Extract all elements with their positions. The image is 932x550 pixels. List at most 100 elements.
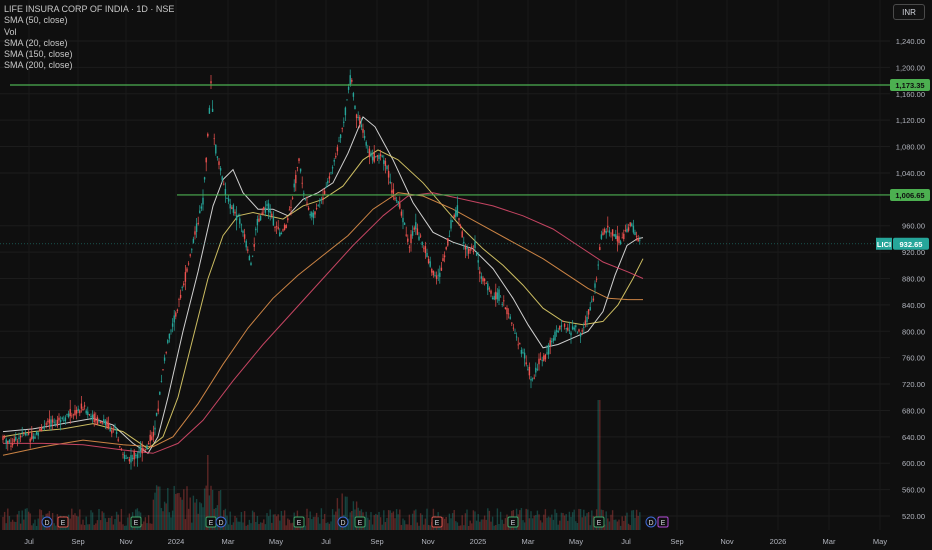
volume-bar (154, 492, 156, 530)
candle-body (378, 155, 380, 160)
volume-bar (239, 521, 241, 530)
volume-bar (243, 511, 246, 530)
volume-bar (573, 509, 575, 530)
candle-body (509, 316, 511, 319)
candle-body (520, 349, 523, 354)
candle-body (386, 165, 388, 170)
volume-bar (458, 525, 460, 530)
volume-bar (333, 514, 335, 530)
candle-body (24, 433, 27, 435)
volume-bar (203, 488, 206, 530)
volume-bar (288, 519, 291, 530)
candle-body (555, 330, 558, 332)
candle-body (179, 294, 182, 298)
candle-body (314, 211, 316, 215)
candle-body (504, 307, 507, 310)
event-marker-label: E (297, 520, 302, 527)
x-tick-label: Mar (522, 537, 535, 546)
event-marker-label: E (134, 520, 139, 527)
volume-bar (471, 523, 473, 530)
symbol-title[interactable]: LIFE INSURA CORP OF INDIA · 1D · NSE (4, 4, 175, 14)
volume-bar (306, 508, 308, 530)
volume-bar (85, 516, 87, 530)
ma-line (2, 149, 644, 450)
candle-body (83, 405, 86, 407)
volume-bar (120, 508, 123, 530)
y-tick-label: 680.00 (902, 406, 925, 415)
legend-sma-150[interactable]: SMA (150, close) (4, 49, 73, 60)
candle-body (475, 253, 478, 256)
volume-bar (539, 520, 542, 530)
volume-bar (488, 510, 491, 530)
x-tick-label: May (873, 537, 887, 546)
legend-sma-50[interactable]: SMA (50, close) (4, 15, 68, 26)
candle-body (93, 413, 95, 423)
volume-bar (559, 520, 561, 530)
volume-bar (205, 485, 207, 530)
dividend-marker (645, 516, 657, 528)
candle-body (456, 205, 459, 216)
candle-body (506, 307, 508, 315)
volume-bar (552, 519, 555, 530)
volume-bar (415, 509, 417, 530)
volume-bar (538, 514, 540, 530)
candle-body (149, 434, 151, 442)
candle-body (218, 161, 220, 165)
volume-bar (459, 525, 462, 530)
volume-bar (287, 518, 289, 530)
candle-body (227, 198, 230, 202)
volume-bar (74, 513, 76, 530)
candle-body (539, 358, 542, 360)
volume-bar (2, 516, 4, 530)
candle-body (355, 114, 358, 119)
volume-bar (498, 524, 500, 530)
candle-body (351, 79, 353, 82)
candle-body (106, 420, 108, 427)
candle-body (26, 434, 28, 436)
volume-bar (578, 508, 580, 530)
candle-body (184, 272, 187, 282)
volume-bar (115, 511, 118, 530)
candle-body (11, 443, 14, 446)
candle-body (567, 327, 569, 331)
y-tick-label: 760.00 (902, 354, 925, 363)
volume-bar (280, 511, 283, 530)
volume-bar (114, 519, 116, 530)
volume-bar (464, 513, 467, 530)
candle-body (264, 207, 267, 213)
candle-body (323, 190, 326, 195)
legend-sma-20[interactable]: SMA (20, close) (4, 37, 68, 48)
volume-bar (95, 523, 97, 530)
candle-body (40, 427, 43, 431)
volume-bar (242, 522, 244, 530)
volume-bar (391, 512, 393, 530)
candle-body (458, 218, 460, 220)
legend-vol[interactable]: Vol (4, 26, 17, 37)
volume-bar (586, 513, 588, 530)
candle-body (80, 403, 83, 409)
volume-bar (123, 525, 126, 530)
candle-body (439, 272, 441, 277)
ma-line (2, 116, 644, 455)
currency-button[interactable]: INR (893, 4, 925, 20)
volume-bar (330, 521, 332, 530)
volume-bar (408, 514, 411, 530)
candle-body (15, 437, 17, 441)
candle-body (632, 225, 635, 233)
volume-bar (178, 492, 180, 530)
volume-bar (344, 496, 347, 530)
volume-bar (560, 512, 563, 530)
volume-bar (442, 516, 444, 530)
candle-body (72, 414, 75, 416)
candle-body (203, 177, 206, 180)
candle-body (210, 81, 212, 84)
candle-body (373, 152, 375, 162)
legend-sma-200[interactable]: SMA (200, close) (4, 60, 73, 71)
candle-body (61, 417, 63, 420)
candle-body (55, 423, 57, 425)
candle-body (538, 358, 540, 365)
volume-bar (384, 522, 387, 530)
candle-body (112, 428, 115, 431)
candle-body (151, 436, 153, 440)
